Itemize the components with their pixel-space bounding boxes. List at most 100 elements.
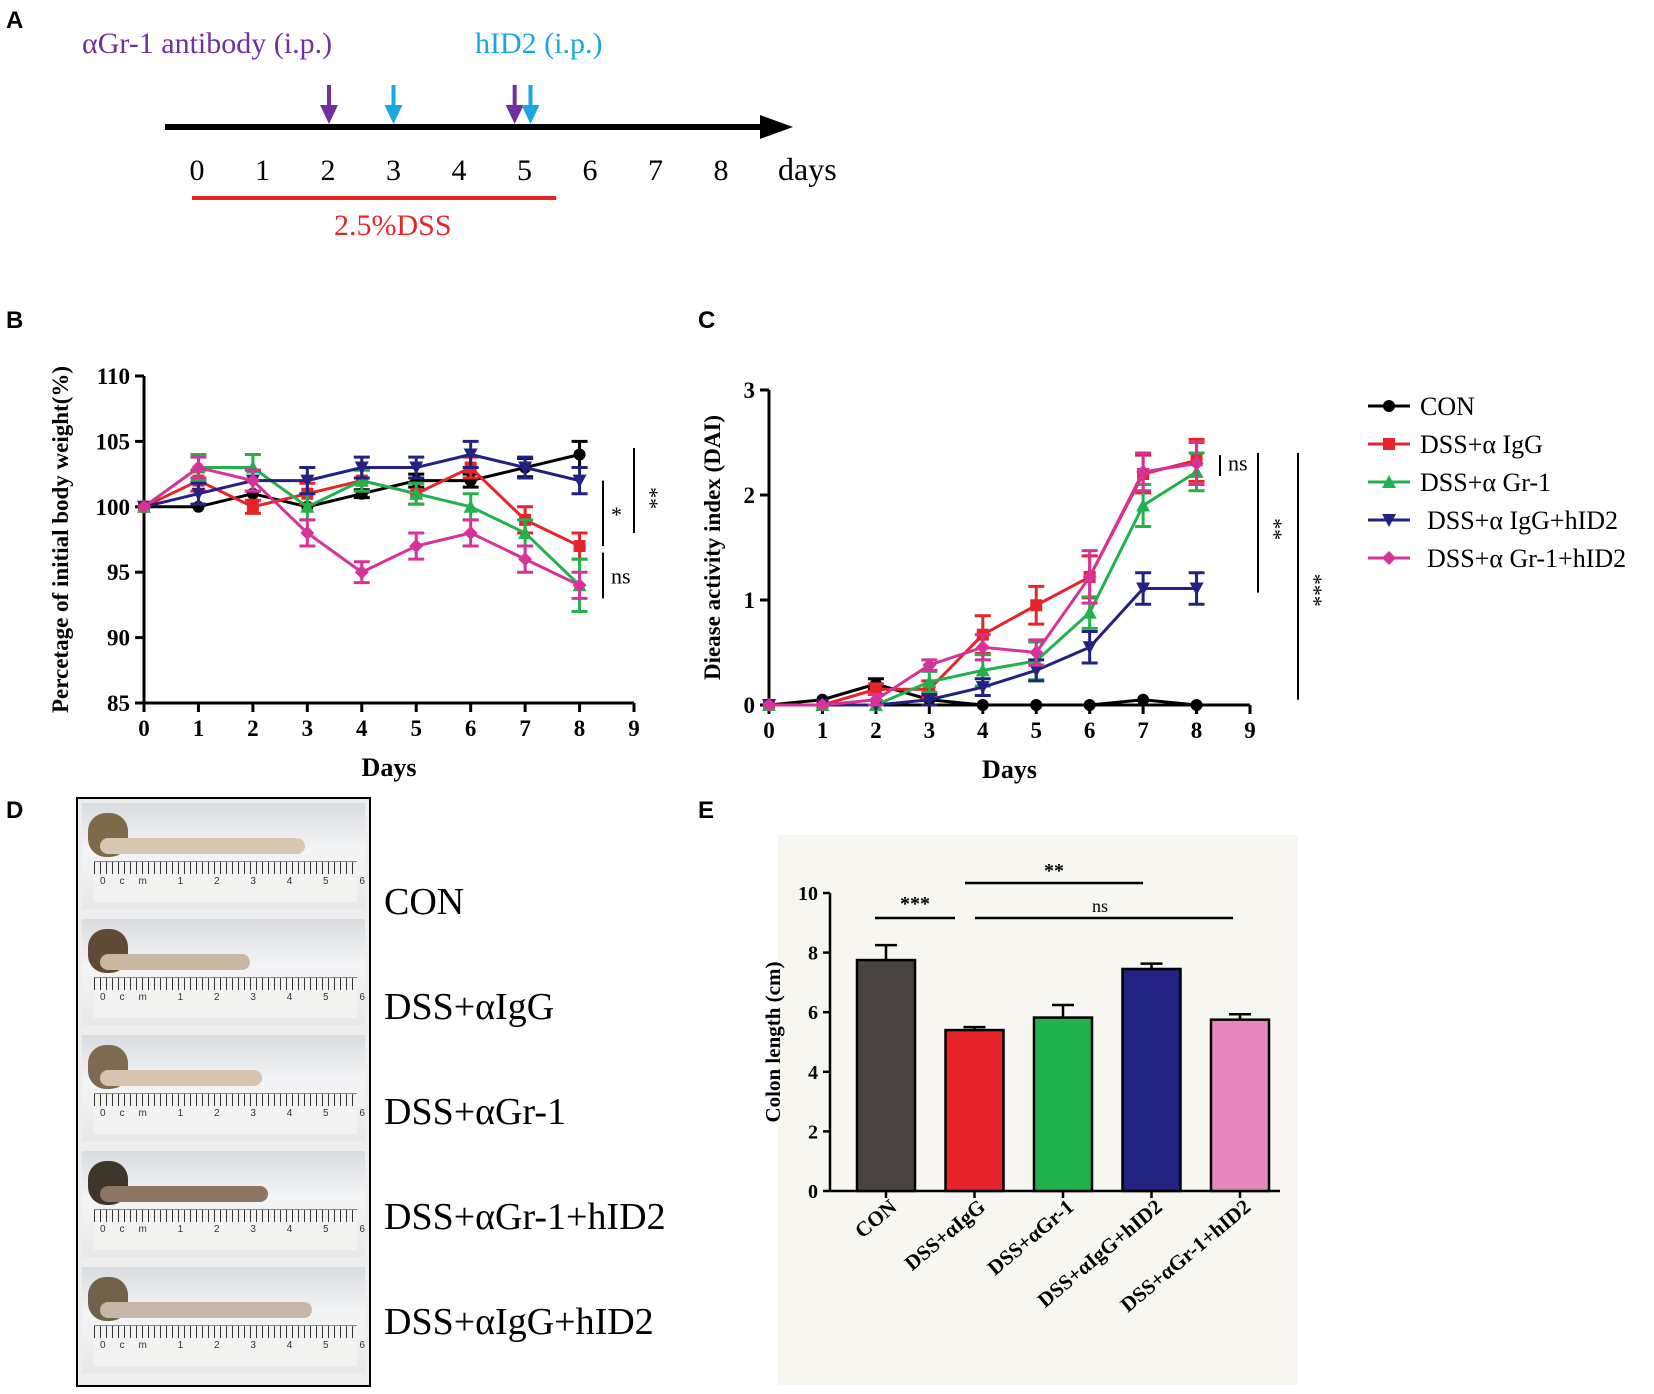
x-tick-label: 8	[1191, 718, 1203, 743]
bar-4	[1209, 1018, 1271, 1193]
data-point-3-8	[1189, 582, 1204, 596]
y-tick-label: 90	[107, 626, 130, 651]
y-tick-label: 3	[744, 378, 756, 403]
x-tick-label: 7	[1137, 718, 1149, 743]
data-point-3-3	[922, 693, 937, 707]
bar-0	[855, 958, 917, 1193]
y-tick-label: 0	[808, 1181, 818, 1203]
data-point-3-8	[572, 474, 587, 488]
data-point-1-2	[869, 683, 882, 696]
chart-c-dai: 0 1 2 3 0 1 2 3 4 5 6 7 8 9 Days Diease activity index …	[700, 378, 1327, 784]
legend-marker-0	[1383, 400, 1395, 412]
dss-label: 2.5%DSS	[334, 209, 452, 242]
colon-photo-dss-agr1-hid2: 0cm 1 2 3 4 5 6 7 8 9 10	[82, 1151, 365, 1257]
sig-star: *	[611, 502, 622, 527]
hid2-injection-arrow-0-head	[384, 105, 403, 124]
data-point-4-5	[1029, 645, 1044, 660]
legend-label-4: DSS+α Gr-1+hID2	[1427, 544, 1626, 573]
photo-label-dss-agr1: DSS+αGr-1	[384, 1091, 567, 1133]
sig-triple-star: ***	[900, 893, 930, 915]
data-point-4-6	[463, 525, 478, 540]
y-tick-label: 2	[744, 483, 756, 508]
data-point-2-3	[300, 499, 315, 513]
antibody-injection-arrow-0-head	[320, 105, 338, 124]
data-point-4-7	[518, 552, 533, 567]
sig-double-star: **	[1262, 518, 1287, 540]
legend-label-0: CON	[1420, 392, 1475, 421]
x-tick-label: 8	[574, 716, 586, 741]
photo-label-dss-aigg-hid2: DSS+αIgG+hID2	[384, 1301, 654, 1343]
data-point-1-5	[1030, 599, 1043, 612]
timeline-day-0: 0	[190, 154, 205, 187]
timeline-day-1: 1	[255, 154, 270, 187]
x-tick-label: 0	[763, 718, 775, 743]
data-point-4-2	[245, 473, 260, 488]
y-tick-label: 8	[808, 943, 818, 965]
timeline-arrowhead	[760, 115, 793, 139]
timeline-day-2: 2	[321, 154, 336, 187]
bar-1	[944, 1028, 1005, 1193]
legend-marker-3	[1382, 514, 1396, 527]
data-point-3-1	[191, 487, 206, 501]
data-point-3-7	[518, 461, 533, 475]
x-tick-label: 1	[193, 716, 205, 741]
panel-label-c: C	[698, 307, 715, 334]
x-tick-label: 2	[870, 718, 882, 743]
sig-double-star: **	[1044, 860, 1064, 882]
y-tick-label: 6	[808, 1002, 818, 1024]
x-tick-label: 3	[302, 716, 314, 741]
data-point-1-2	[246, 500, 259, 513]
colon-photo-dss-agr1: 0cm 1 2 3 4 5 6 7 8 9 10	[82, 1035, 365, 1141]
colon-photo-con: 0cm 1 2 3 4 5 6 7 8 9 10	[82, 803, 365, 909]
data-point-4-0	[762, 698, 776, 712]
legend-label-3: DSS+α IgG+hID2	[1427, 506, 1618, 535]
y-tick-label: 100	[96, 495, 131, 520]
data-point-3-5	[1029, 664, 1044, 678]
photo-label-con: CON	[384, 881, 465, 923]
panel-label-a: A	[6, 7, 23, 34]
data-point-3-7	[1136, 582, 1151, 596]
x-tick-label: 5	[1030, 718, 1042, 743]
data-point-4-1	[815, 698, 830, 712]
y-axis-label: Colon length (cm)	[761, 962, 785, 1123]
photo-label-dss-agr1-hid2: DSS+αGr-1+hID2	[384, 1196, 666, 1238]
timeline-day-7: 7	[648, 154, 663, 187]
data-point-3-4	[975, 681, 990, 695]
data-point-4-7	[1136, 464, 1151, 479]
y-tick-label: 10	[798, 883, 818, 905]
sig-double-star: **	[638, 487, 663, 509]
sig-ns: ns	[611, 563, 631, 588]
timeline-panel: αGr-1 antibody (i.p.) hID2 (i.p.) 0 1 2 3 4 5…	[82, 27, 837, 242]
timeline-day-4: 4	[452, 154, 467, 187]
data-point-2-5	[409, 486, 424, 500]
chart-b-body-weight: 85 90 95 100 105 110 0 1 2 3 4 5 6 7 8 9 Days Percetage o…	[48, 364, 663, 782]
data-point-0-4	[976, 699, 989, 711]
y-axis-label: Diease activity index (DAI)	[700, 415, 725, 680]
legend-label-1: DSS+α IgG	[1420, 430, 1543, 459]
legend-marker-2	[1382, 475, 1396, 488]
y-tick-label: 1	[744, 588, 756, 613]
y-axis-label: Percetage of initial body weight(%)	[48, 366, 73, 713]
data-point-0-5	[1030, 699, 1043, 711]
x-tick-label: 6	[1084, 718, 1096, 743]
data-point-3-4	[354, 461, 369, 475]
data-point-2-7	[518, 525, 533, 539]
data-point-2-4	[354, 473, 369, 487]
data-point-2-3	[922, 674, 937, 688]
bar-2	[1032, 1016, 1094, 1193]
panel-label-e: E	[698, 797, 714, 824]
data-point-4-6	[1082, 569, 1097, 584]
data-point-3-5	[409, 461, 424, 475]
hid2-label: hID2 (i.p.)	[475, 27, 602, 60]
y-tick-label: 85	[107, 691, 130, 716]
hid2-injection-arrow-1-head	[521, 105, 540, 124]
legend: CON DSS+α IgG DSS+α Gr-1 DSS+α IgG+hID2 DSS+…	[1368, 392, 1626, 573]
timeline-day-6: 6	[583, 154, 598, 187]
y-tick-label: 2	[808, 1121, 818, 1143]
bar-3	[1121, 967, 1182, 1193]
data-point-4-0	[137, 499, 151, 514]
y-tick-label: 105	[96, 429, 131, 454]
y-tick-label: 0	[744, 693, 756, 718]
x-tick-label: 4	[356, 716, 368, 741]
data-point-3-6	[1082, 641, 1097, 655]
